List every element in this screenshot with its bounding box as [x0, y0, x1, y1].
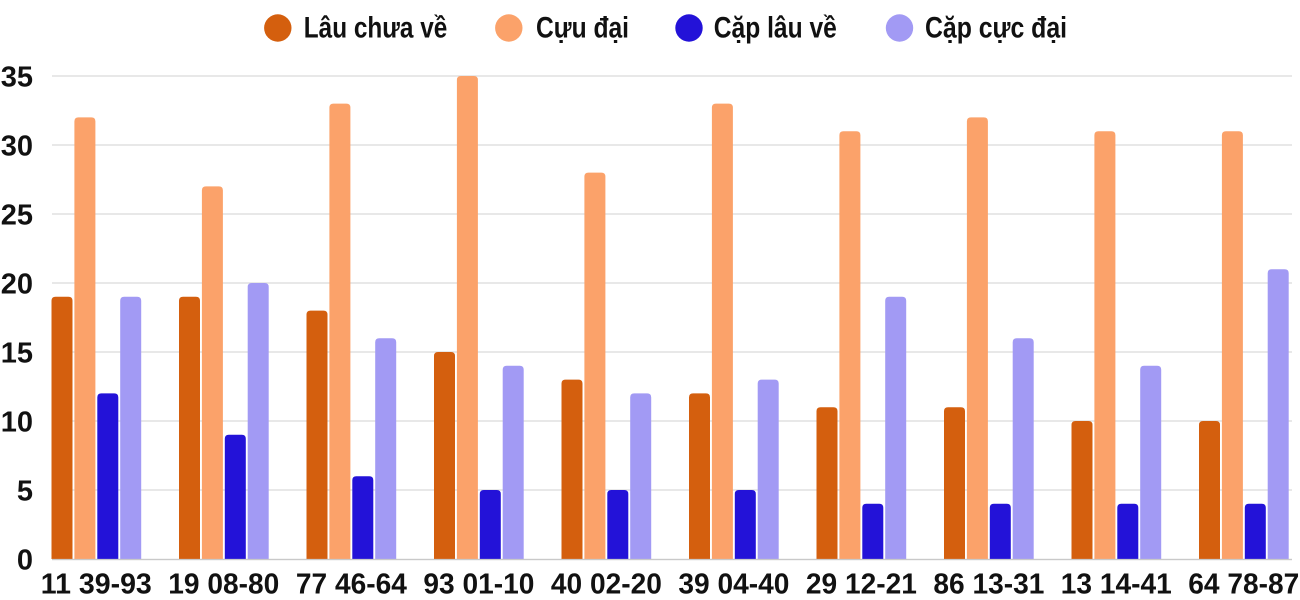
svg-text:39 04-40: 39 04-40: [678, 569, 789, 600]
svg-text:64 78-87: 64 78-87: [1188, 569, 1299, 600]
svg-text:15: 15: [1, 338, 33, 370]
svg-text:20: 20: [1, 269, 33, 301]
svg-text:40 02-20: 40 02-20: [551, 569, 662, 600]
svg-text:Cặp cực đại: Cặp cực đại: [925, 12, 1067, 45]
svg-text:29 12-21: 29 12-21: [806, 569, 917, 600]
svg-text:13 14-41: 13 14-41: [1061, 569, 1172, 600]
svg-text:Cặp lâu về: Cặp lâu về: [714, 12, 837, 45]
svg-text:Cựu đại: Cựu đại: [536, 12, 629, 45]
svg-text:11 39-93: 11 39-93: [41, 569, 152, 600]
svg-text:30: 30: [1, 131, 33, 163]
svg-text:35: 35: [1, 62, 33, 94]
svg-text:Lâu chưa về: Lâu chưa về: [304, 12, 448, 45]
svg-text:10: 10: [1, 407, 33, 439]
svg-text:77 46-64: 77 46-64: [296, 569, 407, 600]
svg-text:86 13-31: 86 13-31: [933, 569, 1044, 600]
svg-text:5: 5: [17, 476, 33, 508]
svg-text:25: 25: [1, 200, 33, 232]
svg-text:0: 0: [17, 545, 33, 577]
svg-text:19 08-80: 19 08-80: [168, 569, 279, 600]
svg-text:93 01-10: 93 01-10: [423, 569, 534, 600]
